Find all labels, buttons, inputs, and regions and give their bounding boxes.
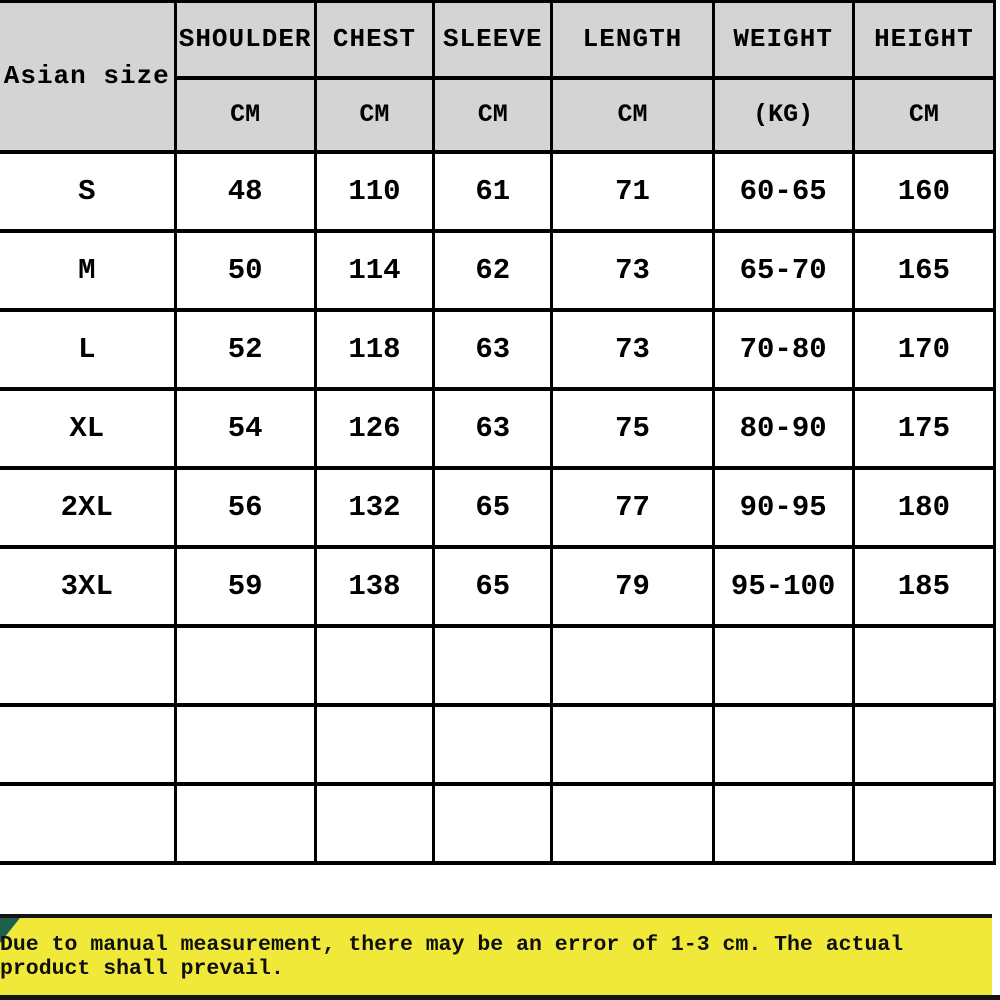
empty-cell	[851, 781, 997, 865]
value-cell: 52	[173, 307, 317, 391]
empty-cell	[313, 781, 436, 865]
empty-cell	[851, 623, 997, 707]
column-unit-height: CM	[851, 75, 997, 154]
empty-cell	[432, 702, 554, 786]
column-unit-length: CM	[550, 75, 715, 154]
header-name-row: Asian size SHOULDER CHEST SLEEVE LENGTH WEIG…	[0, 1, 997, 153]
empty-cell	[711, 623, 855, 707]
empty-cell	[711, 702, 855, 786]
value-cell: 59	[173, 544, 317, 628]
size-chart-table: Asian size SHOULDER CHEST SLEEVE LENGTH WEIG…	[0, 0, 997, 865]
empty-cell	[173, 702, 317, 786]
value-cell: 65-70	[711, 228, 855, 312]
value-cell: 50	[173, 228, 317, 312]
value-cell: 70-80	[711, 307, 855, 391]
value-cell: 180	[851, 465, 997, 549]
size-cell: 3XL	[0, 544, 177, 628]
empty-cell	[550, 702, 715, 786]
table-row-3xl: 3XL 59 138 65 79 95-100 185	[0, 544, 997, 628]
value-cell: 110	[313, 149, 436, 233]
empty-cell	[432, 623, 554, 707]
empty-cell	[550, 781, 715, 865]
value-cell: 61	[432, 149, 554, 233]
empty-cell	[550, 623, 715, 707]
column-unit-sleeve: CM	[432, 75, 554, 154]
table-row-2xl: 2XL 56 132 65 77 90-95 180	[0, 465, 997, 549]
empty-cell	[0, 702, 177, 786]
column-unit-chest: CM	[313, 75, 436, 154]
value-cell: 56	[173, 465, 317, 549]
disclaimer-banner: Due to manual measurement, there may be …	[0, 912, 1000, 1000]
table-row-l: L 52 118 63 73 70-80 170	[0, 307, 997, 391]
empty-cell	[173, 623, 317, 707]
column-header-weight: WEIGHT	[711, 1, 855, 79]
value-cell: 62	[432, 228, 554, 312]
value-cell: 160	[851, 149, 997, 233]
column-header-sleeve: SLEEVE	[432, 1, 554, 79]
size-cell: L	[0, 307, 177, 391]
empty-cell	[0, 781, 177, 865]
value-cell: 48	[173, 149, 317, 233]
value-cell: 73	[550, 307, 715, 391]
disclaimer-note: Due to manual measurement, there may be …	[0, 932, 904, 981]
column-unit-weight: (KG)	[711, 75, 855, 154]
value-cell: 165	[851, 228, 997, 312]
value-cell: 60-65	[711, 149, 855, 233]
value-cell: 65	[432, 465, 554, 549]
table-row-m: M 50 114 62 73 65-70 165	[0, 228, 997, 312]
banner-bottom-rule	[0, 995, 1000, 1000]
value-cell: 90-95	[711, 465, 855, 549]
value-cell: 175	[851, 386, 997, 470]
column-header-chest: CHEST	[313, 1, 436, 79]
column-header-height: HEIGHT	[851, 1, 997, 79]
value-cell: 80-90	[711, 386, 855, 470]
value-cell: 77	[550, 465, 715, 549]
table-body: S 48 110 61 71 60-65 160 M 50 114 62 73 65-70 165 L 52 1…	[0, 149, 997, 865]
empty-cell	[711, 781, 855, 865]
empty-cell	[0, 623, 177, 707]
asian-size-corner-header: Asian size	[0, 1, 177, 153]
empty-cell	[851, 702, 997, 786]
value-cell: 126	[313, 386, 436, 470]
value-cell: 185	[851, 544, 997, 628]
value-cell: 114	[313, 228, 436, 312]
value-cell: 54	[173, 386, 317, 470]
banner-top-rule	[0, 914, 992, 918]
empty-cell	[313, 702, 436, 786]
empty-table-row	[0, 623, 997, 707]
size-cell: XL	[0, 386, 177, 470]
table-header: Asian size SHOULDER CHEST SLEEVE LENGTH WEIG…	[0, 1, 997, 154]
value-cell: 75	[550, 386, 715, 470]
value-cell: 170	[851, 307, 997, 391]
size-cell: M	[0, 228, 177, 312]
empty-cell	[432, 781, 554, 865]
value-cell: 71	[550, 149, 715, 233]
value-cell: 95-100	[711, 544, 855, 628]
banner-background	[0, 918, 992, 995]
value-cell: 118	[313, 307, 436, 391]
value-cell: 132	[313, 465, 436, 549]
column-header-length: LENGTH	[550, 1, 715, 79]
table-row-s: S 48 110 61 71 60-65 160	[0, 149, 997, 233]
column-header-shoulder: SHOULDER	[173, 1, 317, 79]
value-cell: 63	[432, 307, 554, 391]
header-unit-row: CM CM CM CM (KG) CM	[0, 75, 997, 154]
value-cell: 73	[550, 228, 715, 312]
size-cell: S	[0, 149, 177, 233]
size-cell: 2XL	[0, 465, 177, 549]
empty-cell	[313, 623, 436, 707]
value-cell: 65	[432, 544, 554, 628]
column-unit-shoulder: CM	[175, 75, 317, 154]
empty-table-row	[0, 702, 997, 786]
value-cell: 138	[313, 544, 436, 628]
empty-table-row	[0, 781, 997, 865]
value-cell: 79	[550, 544, 715, 628]
empty-cell	[173, 781, 317, 865]
table-row-xl: XL 54 126 63 75 80-90 175	[0, 386, 997, 470]
value-cell: 63	[432, 386, 554, 470]
